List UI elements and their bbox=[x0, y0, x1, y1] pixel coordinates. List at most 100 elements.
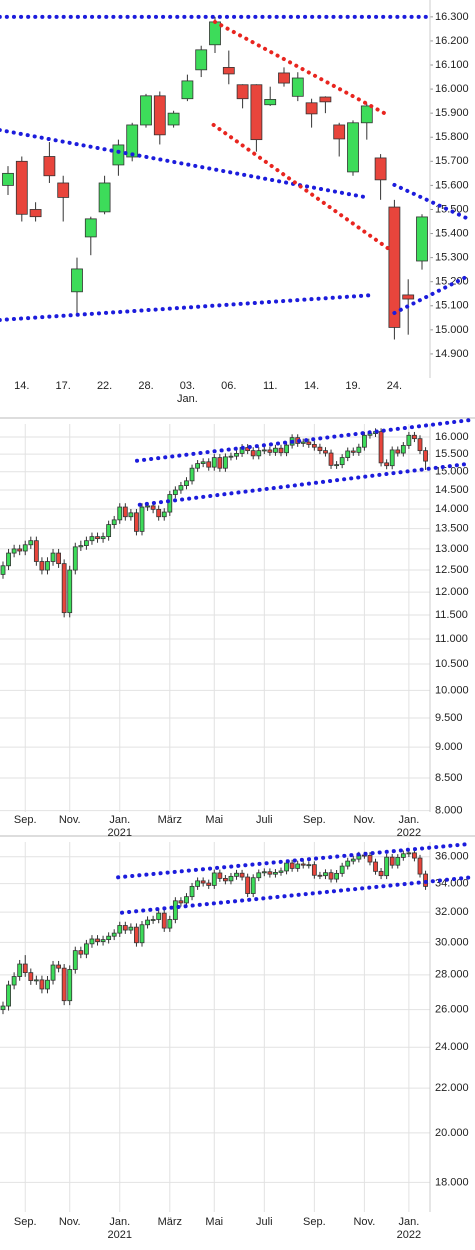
y-tick-label: 20.000 bbox=[435, 1127, 469, 1139]
candle-body bbox=[388, 206, 401, 328]
candle-body bbox=[72, 546, 78, 571]
candle-body bbox=[100, 939, 106, 943]
candle-body bbox=[400, 853, 406, 858]
x-tick-label: Juli bbox=[256, 1216, 273, 1228]
x-tick-label: 03. bbox=[180, 380, 195, 392]
y-tick-label: 14.900 bbox=[435, 348, 469, 360]
candle-body bbox=[71, 268, 83, 293]
candle-body bbox=[273, 872, 278, 875]
candle-body bbox=[172, 900, 178, 920]
candle-body bbox=[6, 984, 11, 1007]
candle-body bbox=[112, 144, 125, 166]
y-tick-label: 15.700 bbox=[435, 155, 469, 167]
x-tick-sublabel: 2021 bbox=[108, 1229, 132, 1241]
candle-body bbox=[39, 561, 45, 571]
candle-body bbox=[50, 552, 56, 562]
y-tick-label: 10.500 bbox=[435, 658, 469, 670]
x-tick-label: Sep. bbox=[303, 1216, 326, 1228]
y-tick-label: 15.200 bbox=[435, 276, 469, 288]
candle-body bbox=[339, 457, 345, 466]
candle-body bbox=[234, 872, 239, 877]
candle-body bbox=[323, 450, 328, 454]
candle-body bbox=[284, 444, 289, 454]
candle-body bbox=[384, 462, 390, 467]
y-tick-label: 8.000 bbox=[435, 805, 463, 817]
y-tick-label: 16.100 bbox=[435, 59, 469, 71]
candle-body bbox=[339, 865, 345, 874]
x-tick-label: Mai bbox=[205, 814, 223, 826]
candle-body bbox=[195, 463, 201, 469]
candle-body bbox=[61, 563, 67, 614]
y-tick-label: 14.000 bbox=[435, 503, 469, 515]
candle-body bbox=[189, 885, 195, 898]
candle-body bbox=[245, 876, 251, 894]
x-tick-label: Sep. bbox=[14, 1216, 37, 1228]
y-tick-label: 36.000 bbox=[435, 851, 469, 863]
trendline bbox=[0, 128, 372, 200]
candle-body bbox=[378, 870, 384, 877]
x-tick-label: 24. bbox=[387, 380, 402, 392]
candle-body bbox=[61, 967, 67, 1002]
candle-body bbox=[106, 935, 112, 941]
candle-body bbox=[217, 872, 223, 879]
y-tick-label: 13.000 bbox=[435, 543, 469, 555]
candle-body bbox=[84, 540, 89, 547]
candle-body bbox=[305, 102, 318, 115]
candle-body bbox=[95, 536, 100, 540]
candle-body bbox=[126, 124, 139, 158]
candle-body bbox=[134, 926, 139, 944]
candle-body bbox=[195, 49, 208, 71]
candle-body bbox=[122, 506, 128, 518]
candle-body bbox=[167, 919, 173, 929]
candle-body bbox=[373, 861, 378, 872]
candle-body bbox=[361, 434, 367, 448]
candle-body bbox=[311, 444, 317, 448]
candle-body bbox=[267, 449, 273, 453]
candle-body bbox=[78, 545, 84, 548]
candle-body bbox=[178, 900, 184, 904]
candle-body bbox=[350, 858, 356, 862]
candle-body bbox=[184, 480, 189, 487]
candle-body bbox=[211, 872, 217, 886]
candle-body bbox=[356, 446, 362, 453]
candle-body bbox=[400, 445, 406, 454]
candle-body bbox=[406, 434, 412, 446]
candle-body bbox=[389, 856, 395, 866]
candle-body bbox=[228, 455, 234, 458]
candle-body bbox=[378, 431, 384, 464]
x-tick-label: Mai bbox=[205, 1216, 223, 1228]
candle-body bbox=[11, 976, 17, 986]
candle-body bbox=[360, 105, 373, 124]
candle-body bbox=[139, 506, 145, 532]
candle-body bbox=[402, 294, 415, 300]
y-tick-label: 15.500 bbox=[435, 448, 469, 460]
candle-body bbox=[306, 864, 312, 867]
candle-body bbox=[134, 512, 139, 532]
y-tick-label: 18.000 bbox=[435, 1176, 469, 1188]
candle-body bbox=[350, 450, 356, 453]
candle-body bbox=[222, 456, 228, 469]
x-tick-sublabel: 2022 bbox=[397, 827, 421, 839]
y-tick-label: 15.000 bbox=[435, 324, 469, 336]
candle-body bbox=[222, 878, 228, 882]
y-tick-label: 28.000 bbox=[435, 969, 469, 981]
candle-body bbox=[43, 156, 56, 177]
y-tick-label: 32.000 bbox=[435, 906, 469, 918]
candle-body bbox=[39, 979, 45, 990]
candle-body bbox=[273, 447, 278, 453]
candle-body bbox=[28, 972, 34, 981]
candle-body bbox=[117, 506, 123, 521]
candle-body bbox=[117, 925, 123, 934]
y-tick-label: 15.500 bbox=[435, 203, 469, 215]
candle-body bbox=[156, 508, 162, 518]
candle-body bbox=[111, 932, 117, 937]
candle-body bbox=[328, 872, 334, 880]
candle-body bbox=[236, 84, 249, 100]
candle-body bbox=[317, 874, 323, 877]
candle-body bbox=[367, 855, 373, 863]
trendline bbox=[211, 122, 390, 250]
candle-body bbox=[311, 864, 317, 876]
candle-body bbox=[406, 852, 412, 855]
candle-body bbox=[206, 882, 212, 886]
